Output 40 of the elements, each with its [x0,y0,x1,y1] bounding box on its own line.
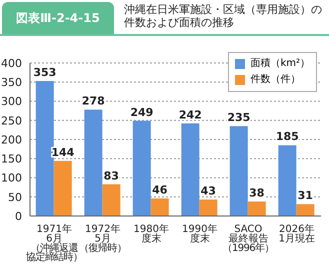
x-tick-label: 2026年1月現在 [278,223,315,244]
y-tick-label: 350 [1,76,22,90]
bar [150,198,169,216]
x-tick-label: 1980年度末 [134,223,169,244]
data-label: 235 [227,111,250,124]
bar [84,110,102,216]
y-tick-label: 200 [1,133,22,146]
chart-subtitle: 沖縄在日米軍施設・区域（専用施設）の件数および面積の推移 [124,3,323,29]
y-tick-label: 250 [1,114,22,128]
data-label: 353 [33,66,56,79]
bar [230,126,248,216]
legend-label: 件数（件） [250,73,300,87]
bar [181,123,200,216]
data-label: 249 [130,106,154,119]
bar [296,204,314,216]
y-tick-label: 300 [1,95,22,108]
data-label: 46 [152,183,168,196]
legend-label: 面積（km²） [250,56,310,71]
y-tick-label: 100 [1,172,22,185]
data-label: 83 [104,169,119,182]
x-tick-label: 1990年度末 [182,223,218,244]
bar [199,200,218,216]
data-label: 38 [249,186,264,200]
bar [54,160,72,216]
data-label: 185 [276,130,299,144]
bar [278,145,296,216]
data-label: 278 [82,94,105,108]
data-label: 242 [178,108,202,122]
y-tick-label: 400 [1,56,22,70]
data-label: 31 [298,189,313,202]
y-tick-label: 0 [15,210,22,223]
bar [248,201,266,216]
data-label: 43 [200,184,216,198]
bar [102,184,120,216]
chart-title: 図表Ⅲ-2-4-15 [2,2,114,34]
bar [36,80,54,216]
y-tick-label: 150 [1,152,22,166]
y-tick-label: 50 [8,190,22,204]
x-tick-label: SACO最終報告（1996年） [222,224,274,254]
bar [132,120,151,216]
